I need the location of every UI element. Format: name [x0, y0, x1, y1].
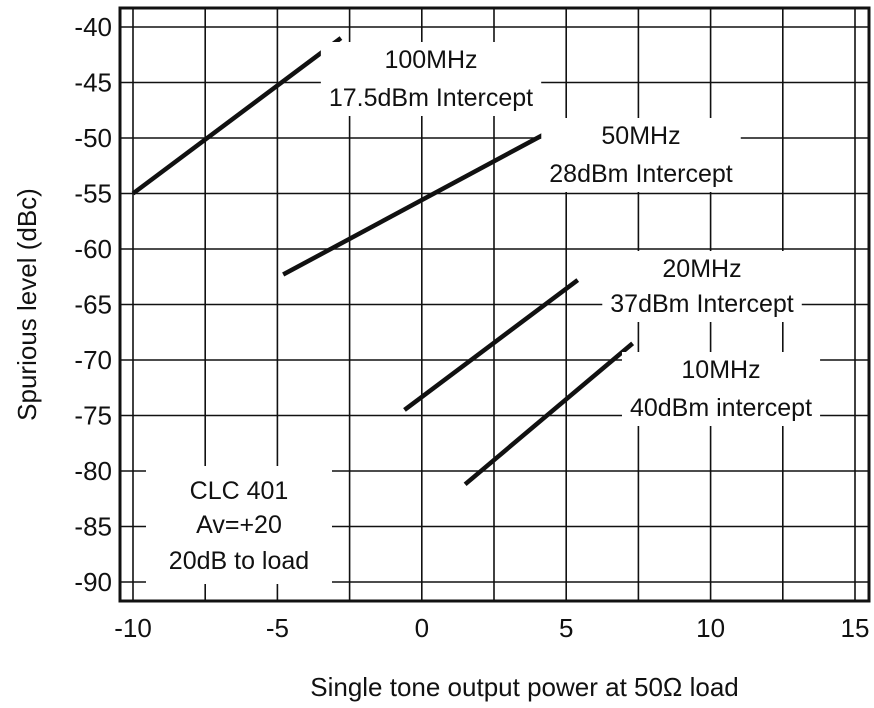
label-background	[320, 42, 542, 116]
series-line-10mhz	[463, 341, 635, 487]
annotation-box: CLC 401 Av=+20 20dB to load	[146, 466, 332, 584]
series-line-100mhz	[131, 36, 343, 196]
x-tick-label: 0	[415, 613, 429, 643]
annotation-line-3: 20dB to load	[169, 547, 309, 575]
series-label-name: 100MHz	[384, 46, 477, 74]
series-label-name: 10MHz	[681, 356, 760, 384]
x-tick-label: 5	[559, 613, 573, 643]
series-label-intercept: 17.5dBm Intercept	[329, 84, 533, 112]
y-tick-label: -65	[74, 290, 112, 320]
series-label-100mhz: 100MHz 17.5dBm Intercept	[320, 42, 542, 116]
y-tick-label: -75	[74, 401, 112, 431]
x-tick-label: -10	[114, 613, 152, 643]
series-label-intercept: 40dBm intercept	[630, 394, 812, 422]
annotation-background	[146, 466, 332, 584]
y-tick-label: -70	[74, 345, 112, 375]
series-label-intercept: 37dBm Intercept	[610, 290, 793, 318]
label-background	[621, 352, 821, 426]
series-line-50mhz	[282, 128, 553, 277]
x-axis-title: Single tone output power at 50Ω load	[310, 672, 739, 702]
annotation-line-2: Av=+20	[196, 511, 282, 539]
y-tick-label: -80	[74, 456, 112, 486]
series-label-50mhz: 50MHz 28dBm Intercept	[541, 118, 741, 192]
y-tick-label: -45	[74, 68, 112, 98]
series-labels: 100MHz 17.5dBm Intercept 50MHz 28dBm Interc…	[320, 42, 821, 426]
series-lines	[131, 36, 635, 487]
series-label-name: 20MHz	[662, 255, 741, 283]
axis-ticks: -10 -5 0 5 10 15-40-45-50-55-60-65-70-75-80-8…	[74, 12, 869, 643]
x-tick-label: 10	[696, 613, 725, 643]
x-tick-label: 15	[841, 613, 870, 643]
label-background	[541, 118, 741, 192]
plot-frame	[118, 6, 871, 603]
x-tick-label: -5	[266, 613, 289, 643]
y-tick-label: -85	[74, 512, 112, 542]
y-tick-label: -55	[74, 179, 112, 209]
y-tick-label: -90	[74, 567, 112, 597]
y-tick-label: -60	[74, 234, 112, 264]
label-background	[602, 251, 802, 322]
series-label-intercept: 28dBm Intercept	[549, 160, 732, 188]
series-label-20mhz: 20MHz 37dBm Intercept	[602, 251, 802, 322]
series-line-20mhz	[403, 278, 580, 412]
series-label-name: 50MHz	[601, 122, 680, 150]
y-axis-title: Spurious level (dBc)	[12, 188, 42, 421]
annotation-line-1: CLC 401	[190, 477, 289, 505]
series-label-10mhz: 10MHz 40dBm intercept	[621, 352, 821, 426]
y-tick-label: -50	[74, 123, 112, 153]
y-tick-label: -40	[74, 12, 112, 42]
